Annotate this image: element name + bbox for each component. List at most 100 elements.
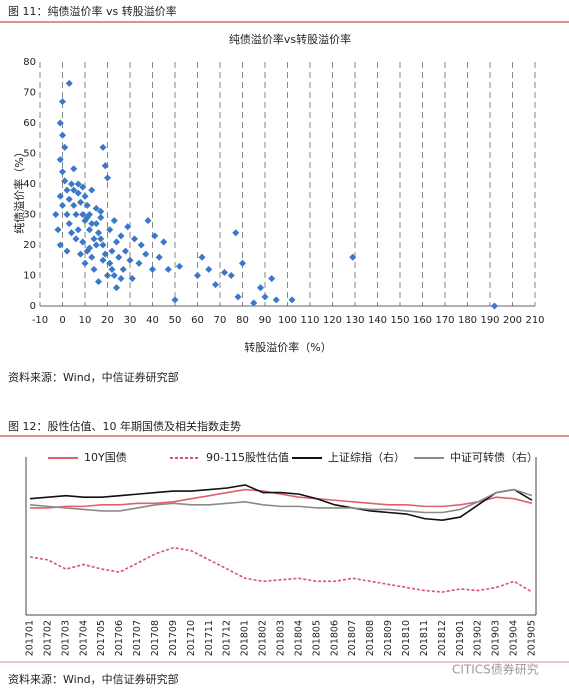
y-axis-label: 纯债溢价率（%） — [12, 146, 26, 233]
y-tick-label: 80 — [23, 57, 36, 68]
x-tick-label: 201711 — [204, 620, 215, 656]
scatter-point — [58, 131, 67, 139]
scatter-point — [56, 241, 64, 249]
y-tick-label: 50 — [23, 149, 36, 160]
x-tick-label: 150 — [390, 315, 409, 326]
scatter-point — [250, 299, 258, 307]
scatter-point — [151, 232, 159, 240]
scatter-point — [70, 165, 78, 173]
scatter-point — [193, 271, 202, 280]
x-tick-label: 201803 — [276, 620, 287, 656]
scatter-point — [108, 265, 116, 273]
x-tick-label: 201702 — [42, 620, 53, 656]
y-tick-label: 0 — [30, 301, 36, 312]
scatter-point — [90, 235, 98, 243]
x-tick-label: 201806 — [329, 620, 340, 656]
scatter-point — [67, 180, 76, 188]
scatter-point — [490, 302, 499, 310]
x-tick-label: 40 — [146, 315, 159, 326]
scatter-point — [54, 226, 62, 234]
scatter-point — [65, 79, 73, 87]
x-tick-label: 201804 — [293, 620, 304, 656]
scatter-point — [238, 259, 247, 267]
scatter-point — [110, 217, 118, 225]
scatter-point — [88, 220, 96, 228]
scatter-point — [72, 235, 80, 243]
x-tick-label: 170 — [435, 315, 454, 326]
scatter-point — [79, 210, 87, 219]
scatter-point — [101, 162, 109, 170]
y-tick-label: 70 — [23, 88, 36, 99]
scatter-point — [61, 143, 69, 151]
x-tick-label: 140 — [368, 315, 387, 326]
x-tick-label: 180 — [458, 315, 477, 326]
series-line — [30, 488, 533, 509]
figure-source: 资料来源：Wind，中信证券研究部 — [8, 370, 179, 384]
scatter-point — [227, 271, 235, 280]
scatter-point — [112, 238, 121, 246]
x-tick-label: 201704 — [78, 620, 89, 656]
scatter-point — [130, 235, 139, 243]
scatter-point — [63, 247, 71, 255]
x-tick-label: 60 — [191, 315, 204, 326]
scatter-point — [70, 186, 78, 194]
scatter-point — [81, 192, 89, 200]
scatter-point — [97, 214, 105, 222]
scatter-point — [56, 156, 64, 164]
x-tick-label: 201707 — [132, 620, 143, 656]
scatter-point — [234, 293, 242, 301]
x-tick-label: 100 — [278, 315, 297, 326]
scatter-point — [63, 186, 71, 194]
scatter-point — [72, 210, 80, 219]
scatter-point — [88, 186, 96, 194]
x-tick-label: 10 — [79, 315, 92, 326]
scatter-point — [58, 98, 67, 106]
x-tick-label: 201905 — [527, 620, 538, 656]
y-tick-label: 20 — [23, 240, 36, 251]
scatter-point — [205, 265, 213, 273]
scatter-point — [112, 284, 121, 292]
scatter-point — [99, 256, 107, 264]
figure-source: 资料来源：Wind，中信证券研究部 — [8, 672, 179, 686]
x-tick-label: 30 — [124, 315, 137, 326]
x-tick-label: 201805 — [311, 620, 322, 656]
scatter-point — [148, 265, 157, 273]
y-tick-label: 10 — [23, 271, 36, 282]
scatter-point — [121, 247, 130, 255]
x-tick-label: 201802 — [258, 620, 269, 656]
scatter-point — [164, 265, 172, 273]
scatter-point — [142, 250, 150, 258]
scatter-point — [83, 247, 91, 255]
scatter-point — [76, 198, 85, 206]
scatter-point — [288, 296, 296, 304]
y-tick-label: 60 — [23, 118, 36, 129]
scatter-point — [94, 229, 103, 237]
scatter-point — [81, 259, 89, 267]
x-tick-label: 70 — [214, 315, 227, 326]
x-tick-label: 20 — [101, 315, 114, 326]
x-tick-label: 90 — [259, 315, 272, 326]
scatter-point — [83, 214, 91, 222]
scatter-point — [117, 275, 125, 283]
x-tick-label: 80 — [236, 315, 249, 326]
figure-caption: 图 12：股性估值、10 年期国债及相关指数走势 — [8, 419, 241, 433]
scatter-point — [103, 174, 112, 182]
x-tick-label: 190 — [480, 315, 499, 326]
scatter-point — [261, 293, 269, 301]
x-tick-label: 201706 — [114, 620, 125, 656]
scatter-point — [198, 253, 206, 261]
legend-label: 中证可转债（右） — [450, 450, 538, 464]
scatter-point — [58, 168, 67, 176]
x-tick-label: 130 — [345, 315, 364, 326]
scatter-point — [56, 192, 64, 200]
scatter-point — [67, 229, 76, 237]
scatter-point — [171, 296, 179, 304]
x-tick-label: 201701 — [25, 620, 36, 656]
x-tick-label: 201812 — [437, 620, 448, 656]
scatter-point — [92, 220, 100, 228]
x-tick-label: 201705 — [96, 620, 107, 656]
x-tick-label: 210 — [525, 315, 544, 326]
scatter-point — [268, 275, 276, 283]
scatter-point — [97, 235, 105, 243]
